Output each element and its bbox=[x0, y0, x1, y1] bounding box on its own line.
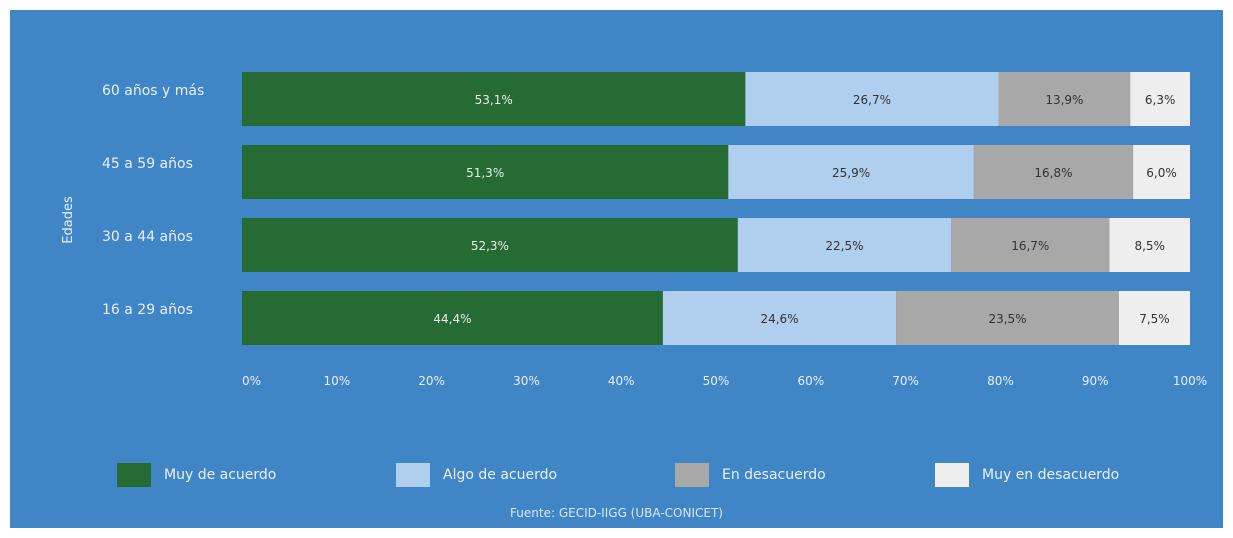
bar-muy-de-acuerdo-60-anos-y-mas bbox=[242, 72, 746, 126]
x-tick-label-8: 80% bbox=[987, 374, 1014, 388]
bar-algo-de-acuerdo-30-a-44-anos bbox=[737, 218, 952, 272]
legend-swatch-en-desacuerdo bbox=[675, 463, 709, 487]
data-label-en-desacuerdo-60-anos-y-mas: 13,9% bbox=[1045, 93, 1083, 107]
x-tick-label-10: 100% bbox=[1173, 374, 1207, 388]
y-axis-title: Edades bbox=[61, 196, 76, 244]
data-label-muy-de-acuerdo-60-anos-y-mas: 53,1% bbox=[475, 93, 513, 107]
category-label-16-a-29-anos: 16 a 29 años bbox=[102, 302, 193, 318]
x-tick-label-9: 90% bbox=[1082, 374, 1109, 388]
bar-en-desacuerdo-45-a-59-anos bbox=[973, 145, 1134, 199]
data-label-en-desacuerdo-16-a-29-anos: 23,5% bbox=[988, 312, 1026, 326]
legend-label-en-desacuerdo: En desacuerdo bbox=[722, 467, 826, 483]
legend-label-muy-de-acuerdo: Muy de acuerdo bbox=[164, 467, 277, 483]
bar-muy-en-desacuerdo-45-a-59-anos bbox=[1133, 145, 1190, 199]
data-label-muy-en-desacuerdo-16-a-29-anos: 7,5% bbox=[1139, 312, 1170, 326]
x-tick-label-1: 10% bbox=[323, 374, 350, 388]
data-label-muy-de-acuerdo-30-a-44-anos: 52,3% bbox=[471, 239, 509, 253]
legend-swatch-algo-de-acuerdo bbox=[396, 463, 430, 487]
bar-muy-de-acuerdo-45-a-59-anos bbox=[242, 145, 729, 199]
data-label-algo-de-acuerdo-60-anos-y-mas: 26,7% bbox=[853, 93, 891, 107]
stacked-bar-chart: Edades 60 años y más 53,1% 26,7% 13,9% 6,3% 45… bbox=[61, 72, 1207, 388]
x-tick-label-3: 30% bbox=[513, 374, 540, 388]
x-tick-label-6: 60% bbox=[797, 374, 824, 388]
bar-algo-de-acuerdo-45-a-59-anos bbox=[728, 145, 974, 199]
bar-algo-de-acuerdo-60-anos-y-mas bbox=[745, 72, 999, 126]
data-label-muy-en-desacuerdo-45-a-59-anos: 6,0% bbox=[1146, 166, 1177, 180]
legend-item-muy-en-desacuerdo: Muy en desacuerdo bbox=[935, 463, 1119, 487]
data-label-muy-en-desacuerdo-60-anos-y-mas: 6,3% bbox=[1145, 93, 1176, 107]
bar-algo-de-acuerdo-16-a-29-anos bbox=[662, 291, 897, 345]
legend-swatch-muy-en-desacuerdo bbox=[935, 463, 969, 487]
bar-muy-en-desacuerdo-16-a-29-anos bbox=[1118, 291, 1190, 345]
data-label-muy-de-acuerdo-45-a-59-anos: 51,3% bbox=[466, 166, 504, 180]
bar-muy-de-acuerdo-16-a-29-anos bbox=[242, 291, 663, 345]
data-label-en-desacuerdo-45-a-59-anos: 16,8% bbox=[1034, 166, 1072, 180]
data-label-algo-de-acuerdo-30-a-44-anos: 22,5% bbox=[825, 239, 863, 253]
category-label-60-anos-y-mas: 60 años y más bbox=[102, 83, 204, 99]
legend-item-muy-de-acuerdo: Muy de acuerdo bbox=[117, 463, 276, 487]
bar-muy-de-acuerdo-30-a-44-anos bbox=[242, 218, 738, 272]
data-label-muy-de-acuerdo-16-a-29-anos: 44,4% bbox=[433, 312, 471, 326]
data-label-algo-de-acuerdo-16-a-29-anos: 24,6% bbox=[760, 312, 798, 326]
chart-panel: Edades 60 años y más 53,1% 26,7% 13,9% 6,3% 45… bbox=[10, 10, 1223, 528]
x-tick-label-4: 40% bbox=[608, 374, 635, 388]
x-tick-label-7: 70% bbox=[892, 374, 919, 388]
legend-label-algo-de-acuerdo: Algo de acuerdo bbox=[443, 467, 558, 483]
bar-en-desacuerdo-30-a-44-anos bbox=[951, 218, 1110, 272]
legend-item-en-desacuerdo: En desacuerdo bbox=[675, 463, 826, 487]
x-tick-label-5: 50% bbox=[703, 374, 730, 388]
x-tick-label-2: 20% bbox=[418, 374, 445, 388]
bar-muy-en-desacuerdo-60-anos-y-mas bbox=[1130, 72, 1190, 126]
x-tick-label-0: 0% bbox=[242, 374, 261, 388]
legend-item-algo-de-acuerdo: Algo de acuerdo bbox=[396, 463, 557, 487]
data-label-algo-de-acuerdo-45-a-59-anos: 25,9% bbox=[832, 166, 870, 180]
category-label-45-a-59-anos: 45 a 59 años bbox=[102, 156, 193, 172]
data-label-en-desacuerdo-30-a-44-anos: 16,7% bbox=[1011, 239, 1049, 253]
bar-en-desacuerdo-60-anos-y-mas bbox=[998, 72, 1131, 126]
source-note: Fuente: GECID-IIGG (UBA-CONICET) bbox=[510, 506, 723, 520]
bar-muy-en-desacuerdo-30-a-44-anos bbox=[1109, 218, 1190, 272]
data-label-muy-en-desacuerdo-30-a-44-anos: 8,5% bbox=[1134, 239, 1165, 253]
legend-label-muy-en-desacuerdo: Muy en desacuerdo bbox=[982, 467, 1120, 483]
legend-swatch-muy-de-acuerdo bbox=[117, 463, 151, 487]
bar-en-desacuerdo-16-a-29-anos bbox=[896, 291, 1119, 345]
category-label-30-a-44-anos: 30 a 44 años bbox=[102, 229, 193, 245]
